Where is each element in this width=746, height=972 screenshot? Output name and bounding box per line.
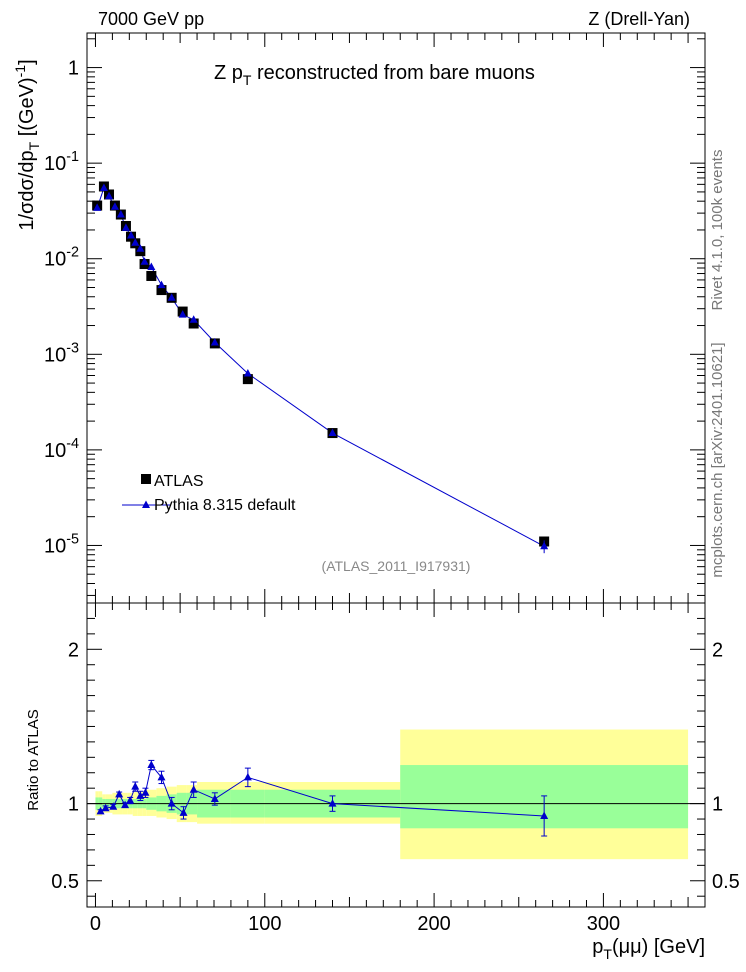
pythia-data-point [131,238,140,246]
mcplots-label: mcplots.cern.ch [arXiv:2401.10621] [709,342,726,577]
ratio-data-point [328,799,337,807]
ratio-y-tick-label-right: 2 [712,639,723,661]
ratio-plot-area: 0 100 200 300 0.5 0.5 1 1 2 2 pT(μμ) [GeV] [51,602,740,962]
legend-marker-atlas [141,474,151,484]
y-tick-label: 1 [68,58,79,80]
ratio-y-tick-label-right: 1 [712,794,723,816]
ratio-data-point [540,811,549,819]
ratio-data-point [96,806,105,815]
x-tick-label: 200 [417,913,450,935]
ratio-data-point [147,760,156,769]
pythia-data-point [121,223,130,231]
pythia-data-point [167,293,176,301]
ratio-y-tick-label: 1 [68,794,79,816]
ratio-data-point [179,808,188,816]
y-tick-label: 10-2 [44,245,79,271]
pythia-data-point [178,310,187,318]
x-tick-label: 300 [587,913,620,935]
pythia-data-point [93,203,102,211]
atlas-data-point [156,285,167,296]
y-tick-label: 10-4 [44,436,79,462]
ratio-data-point [141,788,150,796]
ratio-data-point [157,772,166,781]
pythia-data-point [147,262,156,270]
pythia-line [96,186,545,547]
pythia-data-point [243,368,252,377]
legend-label-atlas: ATLAS [154,473,204,490]
atlas-data-point [146,270,157,281]
ratio-y-tick-label: 2 [68,639,79,661]
pythia-data-point [210,337,219,346]
atlas-data-point [242,374,253,385]
ratio-data-point [210,794,219,802]
upper-frame [86,32,706,604]
ratio-y-axis-label: Ratio to ATLAS [25,709,42,810]
x-axis-label: pT(μμ) [GeV] [592,936,705,962]
x-tick-label: 100 [248,913,281,935]
ratio-data-point [121,800,130,809]
ratio-data-point [189,785,198,793]
ratio-data-point [115,789,124,798]
main-plot-area: 10-5 10-4 10-3 10-2 10-1 1 Z pT reconstructed … [12,32,706,604]
pythia-data-point [136,244,145,252]
atlas-data-point [188,318,199,329]
ratio-data-point [136,791,145,799]
y-tick-label: 10-5 [44,531,79,557]
ratio-data-point [126,796,135,804]
legend-marker-pythia [142,500,150,508]
y-axis-label: 1/σdσ/dpT [(GeV)-1] [12,59,42,230]
ratio-data-point [101,803,110,812]
pythia-data-point [99,183,108,191]
pythia-data-point [328,428,337,437]
y-tick-label: 10-1 [44,149,79,175]
y-tick-label: 10-3 [44,340,79,366]
pythia-data-point [140,257,149,265]
ratio-y-tick-label: 0.5 [51,871,79,893]
legend-label-pythia: Pythia 8.315 default [154,497,296,514]
pythia-data-point [116,210,125,218]
x-tick-label: 0 [90,913,101,935]
pythia-data-point [105,191,114,200]
ratio-data-point [243,772,252,781]
process-label: Z (Drell-Yan) [588,9,690,29]
ratio-data-point [167,799,176,807]
ratio-data-point [109,802,118,810]
ratio-data-point [131,782,140,790]
pythia-data-point [540,541,549,550]
pythia-data-point [189,315,198,323]
pythia-data-point [110,202,119,210]
energy-label: 7000 GeV pp [98,9,204,29]
lower-frame [86,602,706,908]
ratio-y-tick-label-right: 0.5 [712,871,740,893]
plot-title: Z pT reconstructed from bare muons [214,62,535,88]
pythia-data-point [127,230,136,239]
pythia-data-point [157,280,166,289]
rivet-label: Rivet 4.1.0, 100k events [709,150,726,311]
analysis-id: (ATLAS_2011_I917931) [322,558,471,574]
